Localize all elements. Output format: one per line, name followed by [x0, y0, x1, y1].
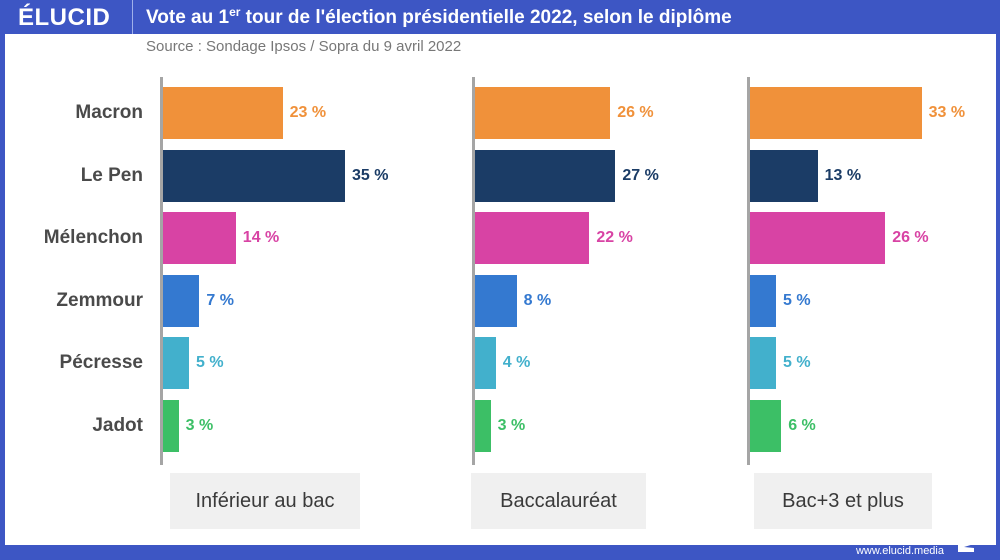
bar: [750, 212, 886, 264]
axis-line: [160, 77, 163, 465]
bar: [475, 274, 517, 327]
bar: [475, 212, 590, 264]
data-label: 6 %: [788, 416, 816, 434]
data-label: 8 %: [523, 291, 552, 309]
bar: [750, 399, 782, 452]
axis-line: [472, 77, 475, 465]
group-label: Inférieur au bac: [170, 473, 360, 529]
data-label: 7 %: [206, 291, 234, 309]
bar: [163, 212, 236, 264]
bar: [475, 149, 616, 202]
data-label: 5 %: [783, 354, 811, 371]
elucid-logo: ÉLUCID: [18, 4, 111, 31]
group-label: Baccalauréat: [471, 473, 646, 529]
title-pre: Vote au 1: [146, 7, 230, 28]
bar: [163, 149, 345, 202]
chart-title: Vote au 1er tour de l'élection président…: [146, 5, 732, 29]
data-label: 4 %: [502, 354, 531, 371]
candidate-label: Zemmour: [56, 289, 143, 311]
data-label: 3 %: [185, 416, 214, 434]
data-label: 27 %: [622, 166, 659, 184]
bar: [750, 274, 776, 327]
data-label: 23 %: [289, 104, 327, 121]
data-label: 5 %: [783, 291, 811, 309]
header-divider: [132, 0, 133, 34]
data-label: 35 %: [352, 166, 389, 184]
data-label: 5 %: [196, 354, 224, 371]
elucid-flag-icon: [958, 538, 974, 552]
bar: [475, 399, 491, 452]
bar: [750, 149, 818, 202]
footer-url[interactable]: www.elucid.media: [855, 545, 944, 557]
header-bar: ÉLUCID Vote au 1er tour de l'élection pr…: [0, 0, 1000, 34]
chart-source: Source : Sondage Ipsos / Sopra du 9 avri…: [146, 38, 462, 55]
candidate-label: Jadot: [92, 414, 143, 436]
title-post: tour de l'élection présidentielle 2022, …: [240, 7, 732, 28]
data-label: 3 %: [497, 416, 526, 434]
data-label: 14 %: [242, 229, 280, 246]
title-sup: er: [229, 5, 241, 19]
bar: [163, 87, 283, 139]
bar: [750, 87, 922, 139]
bar: [750, 337, 776, 389]
candidate-label: Le Pen: [80, 164, 143, 186]
data-label: 22 %: [596, 229, 633, 246]
bar: [163, 399, 179, 452]
data-label: 13 %: [824, 166, 862, 184]
axis-line: [747, 77, 750, 465]
data-label: 26 %: [892, 229, 929, 246]
candidate-label: Macron: [75, 102, 143, 123]
data-label: 26 %: [617, 104, 654, 121]
candidate-label: Pécresse: [59, 352, 143, 373]
bar: [475, 87, 611, 139]
candidate-label: Mélenchon: [43, 227, 143, 248]
data-label: 33 %: [928, 104, 966, 121]
bar: [163, 274, 200, 327]
group-label: Bac+3 et plus: [754, 473, 932, 529]
bar: [163, 337, 189, 389]
bar: [475, 337, 496, 389]
